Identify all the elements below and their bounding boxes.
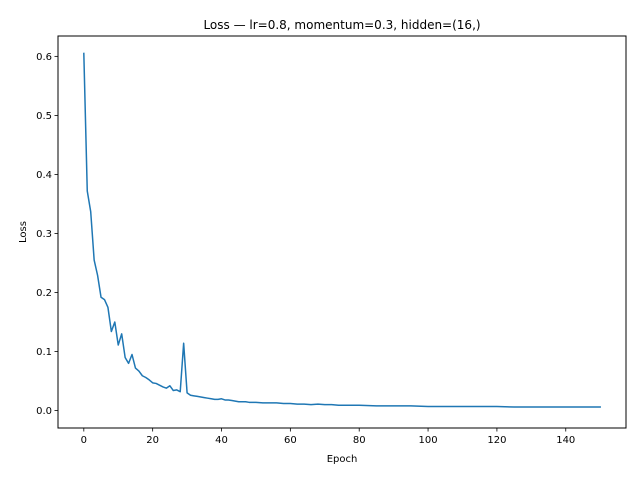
y-tick-label: 0.6 (36, 52, 52, 63)
x-tick-label: 80 (353, 435, 366, 446)
y-tick-label: 0.0 (36, 406, 52, 417)
y-tick-label: 0.5 (36, 111, 52, 122)
loss-series-line (83, 52, 601, 408)
plot-area-frame (57, 35, 627, 429)
x-tick-label: 120 (487, 435, 506, 446)
y-axis-label: Loss (18, 221, 29, 243)
y-tick-label: 0.4 (36, 170, 52, 181)
y-tick-label: 0.2 (36, 288, 52, 299)
x-tick-label: 140 (556, 435, 575, 446)
x-tick-label: 20 (146, 435, 159, 446)
x-tick-label: 0 (81, 435, 87, 446)
x-tick-label: 40 (215, 435, 228, 446)
x-tick-label: 100 (419, 435, 438, 446)
x-axis-label: Epoch (327, 454, 358, 465)
y-tick-label: 0.3 (36, 229, 52, 240)
x-tick-label: 60 (284, 435, 297, 446)
chart-title: Loss — lr=0.8, momentum=0.3, hidden=(16,… (203, 18, 480, 32)
y-tick-label: 0.1 (36, 347, 52, 358)
